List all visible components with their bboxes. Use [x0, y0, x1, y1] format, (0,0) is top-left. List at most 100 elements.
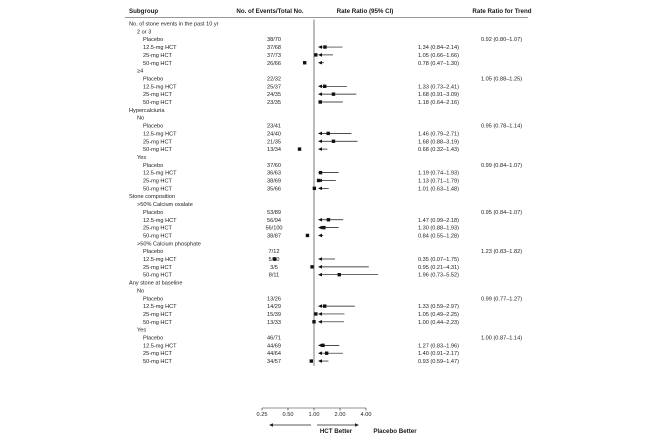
point-estimate: [337, 273, 341, 277]
row-label: Yes: [137, 328, 146, 334]
ci-value: 1.34 (0.84–2.14): [418, 45, 459, 51]
header-events: No. of Events/Total No.: [236, 8, 304, 15]
point-estimate: [312, 320, 316, 324]
row-label: 50-mg HCT: [143, 61, 172, 67]
row-label: ≥4: [137, 69, 143, 75]
point-estimate: [318, 170, 323, 175]
ci-value: 0.68 (0.32–1.43): [418, 147, 459, 153]
row-label: 50-mg HCT: [143, 233, 172, 239]
ci-value: 0.35 (0.07–1.75): [418, 257, 459, 263]
events-value: 8/11: [269, 273, 279, 279]
row-label: Placebo: [143, 124, 163, 130]
row-label: 25-mg HCT: [143, 312, 172, 318]
events-value: 3/5: [270, 265, 278, 271]
arrow-head-right: [355, 423, 359, 427]
ci-arrow-left: [318, 217, 322, 222]
ci-arrow-left: [318, 265, 322, 269]
events-value: 21/35: [267, 139, 281, 145]
ci-value: 1.05 (0.49–2.25): [418, 312, 459, 318]
ci-value: 1.68 (0.91–3.09): [418, 92, 459, 98]
row-label: Placebo: [143, 76, 163, 82]
ci-arrow-left: [318, 131, 322, 136]
rows-layer: No. of stone events in the past 10 yr2 o…: [129, 19, 522, 367]
row-label: No: [137, 116, 144, 122]
footer-placebo-better: Placebo Better: [373, 428, 417, 435]
ci-value: 0.78 (0.47–1.30): [418, 61, 459, 67]
row-label: Placebo: [143, 249, 163, 255]
events-value: 46/71: [267, 336, 281, 342]
ci-arrow-left: [318, 84, 322, 89]
point-estimate: [302, 61, 307, 65]
row-label: 50-mg HCT: [143, 186, 172, 192]
ci-arrow-left: [318, 233, 322, 238]
trend-value: 0.99 (0.77–1.27): [481, 296, 522, 302]
row-label: 12.5-mg HCT: [143, 84, 177, 90]
events-value: 15/39: [267, 312, 281, 318]
events-value: 37/73: [267, 53, 281, 59]
arrow-head-left: [269, 423, 273, 427]
row-label: 12.5-mg HCT: [143, 218, 177, 224]
row-label: 25-mg HCT: [143, 179, 172, 185]
row-label: Placebo: [143, 336, 163, 342]
point-estimate: [312, 186, 317, 191]
point-estimate: [326, 131, 330, 136]
row-label: 12.5-mg HCT: [143, 257, 177, 263]
point-estimate: [324, 351, 329, 355]
point-estimate: [322, 84, 327, 88]
events-value: 37/60: [267, 163, 281, 169]
row-label: Placebo: [143, 210, 163, 216]
ci-value: 1.96 (0.73–5.52): [418, 273, 459, 279]
trend-value: 0.99 (0.84–1.07): [481, 163, 522, 169]
trend-value: 0.95 (0.78–1.14): [481, 124, 522, 130]
x-tick-label: 0.50: [283, 412, 294, 418]
ci-arrow-left: [318, 225, 322, 230]
ci-arrow-left: [318, 45, 322, 49]
row-label: 25-mg HCT: [143, 351, 172, 357]
x-tick-label: 2.00: [335, 412, 346, 418]
events-value: 37/68: [267, 45, 281, 51]
events-value: 26/66: [267, 61, 281, 67]
x-tick-label: 4.00: [361, 412, 372, 418]
row-label: Stone composition: [129, 194, 175, 200]
ci-value: 1.30 (0.88–1.93): [418, 226, 459, 232]
trend-value: 1.00 (0.87–1.14): [481, 336, 522, 342]
point-estimate: [316, 178, 321, 183]
point-estimate: [314, 312, 318, 316]
row-label: >50% Calcium phosphate: [137, 241, 201, 247]
ci-arrow-left: [318, 139, 322, 144]
ci-value: 1.40 (0.91–2.17): [418, 351, 459, 357]
row-label: 12.5-mg HCT: [143, 131, 177, 137]
events-value: 38/70: [267, 37, 281, 43]
point-estimate: [310, 265, 314, 269]
row-label: Placebo: [143, 296, 163, 302]
events-value: 56/94: [267, 218, 281, 224]
row-label: 50-mg HCT: [143, 100, 172, 106]
trend-value: 1.05 (0.88–1.25): [481, 76, 522, 82]
ci-value: 1.27 (0.83–1.96): [418, 343, 459, 349]
events-value: 56/100: [265, 226, 282, 232]
row-label: 50-mg HCT: [143, 320, 172, 326]
row-label: >50% Calcium oxalate: [137, 202, 193, 208]
point-estimate: [318, 100, 322, 104]
events-value: 25/37: [267, 84, 281, 90]
row-label: 12.5-mg HCT: [143, 45, 177, 51]
events-value: 23/41: [267, 124, 281, 130]
footer-hct-better: HCT Better: [320, 428, 353, 435]
ci-value: 1.19 (0.74–1.93): [418, 171, 459, 177]
ci-value: 1.47 (0.99–2.18): [418, 218, 459, 224]
ci-value: 1.68 (0.88–3.19): [418, 139, 459, 145]
events-value: 24/35: [267, 92, 281, 98]
row-label: Placebo: [143, 37, 163, 43]
row-label: 25-mg HCT: [143, 92, 172, 98]
row-label: 25-mg HCT: [143, 226, 172, 232]
row-label: 25-mg HCT: [143, 139, 172, 145]
ci-arrow-left: [318, 92, 322, 96]
events-value: 13/33: [267, 320, 281, 326]
row-label: Any stone at baseline: [129, 281, 183, 287]
point-estimate: [331, 92, 336, 96]
row-label: Placebo: [143, 163, 163, 169]
ci-arrow-left: [318, 53, 322, 57]
header-rate-ratio: Rate Ratio (95% CI): [337, 8, 394, 15]
ci-value: 1.05 (0.66–1.66): [418, 53, 459, 59]
